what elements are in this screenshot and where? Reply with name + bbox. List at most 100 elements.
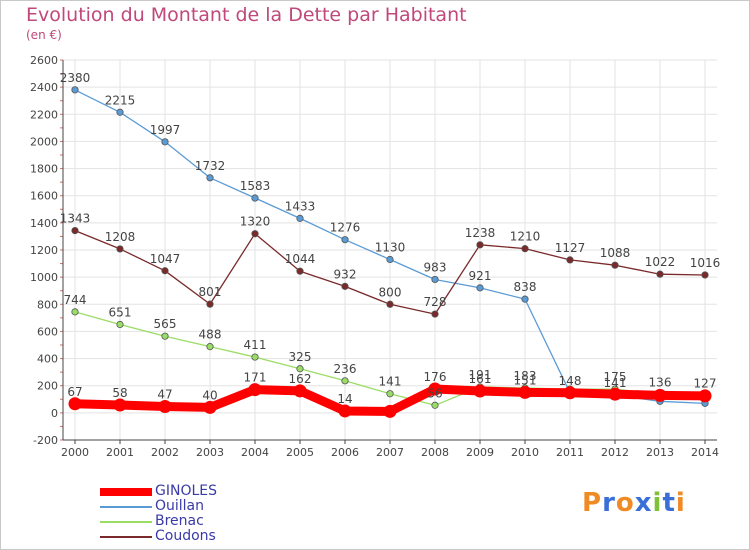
y-tick-label: 2600 — [30, 54, 58, 67]
data-label-ouillan: 1583 — [240, 179, 271, 193]
x-tick-label: 2008 — [421, 446, 449, 459]
data-point-coudons — [386, 300, 394, 308]
data-point-ouillan — [161, 138, 169, 146]
data-point-ouillan — [116, 108, 124, 116]
data-label-ginoles: 148 — [559, 374, 582, 388]
data-point-coudons — [656, 270, 664, 278]
data-label-coudons: 1088 — [600, 246, 631, 260]
data-point-brenac — [116, 320, 124, 329]
data-label-ginoles: 151 — [514, 373, 537, 387]
data-label-brenac: 183 — [514, 369, 537, 383]
data-point-brenac — [206, 343, 214, 351]
data-label-brenac: 136 — [649, 375, 672, 389]
y-tick-label: 1200 — [30, 244, 58, 257]
chart-title: Evolution du Montant de la Dette par Hab… — [26, 4, 467, 26]
y-tick-label: -200 — [33, 434, 58, 447]
legend-label-ginoles: GINOLES — [155, 483, 218, 499]
data-point-ginoles — [248, 383, 262, 397]
data-point-ouillan — [341, 236, 349, 244]
data-label-brenac: 56 — [427, 386, 442, 400]
data-label-ginoles: 161 — [469, 372, 492, 386]
data-label-ginoles: 14 — [337, 392, 352, 406]
y-tick-label: 2200 — [30, 108, 58, 121]
y-tick-label: 1400 — [30, 217, 58, 230]
data-point-coudons — [701, 271, 709, 279]
x-tick-label: 2000 — [61, 446, 89, 459]
data-label-ouillan: 2215 — [105, 93, 136, 107]
data-label-ouillan: 1732 — [195, 159, 226, 173]
legend-item-brenac: Brenac — [100, 513, 320, 529]
data-point-ouillan — [521, 295, 529, 303]
legend-item-ginoles: GINOLES — [100, 483, 320, 499]
data-point-ouillan — [431, 275, 439, 284]
data-label-ginoles: 162 — [289, 372, 312, 386]
data-label-ouillan: 983 — [424, 260, 447, 274]
legend: GINOLES Ouillan Brenac Coudons — [100, 483, 320, 544]
data-point-ouillan — [206, 174, 214, 182]
x-tick-label: 2010 — [511, 446, 539, 459]
legend-label-coudons: Coudons — [155, 528, 216, 544]
data-label-ouillan: 1997 — [150, 123, 181, 137]
data-label-ginoles: 58 — [112, 386, 127, 400]
logo-letter: t — [662, 488, 676, 518]
data-label-ouillan: 838 — [514, 280, 537, 294]
x-tick-label: 2001 — [106, 446, 134, 459]
data-point-ginoles — [428, 382, 442, 396]
chart-subtitle: (en €) — [26, 28, 62, 42]
data-point-brenac — [341, 377, 349, 385]
data-label-ouillan: 1276 — [330, 221, 361, 235]
data-label-ouillan: 921 — [469, 269, 492, 283]
data-label-brenac: 175 — [604, 370, 627, 384]
y-tick-label: 1800 — [30, 163, 58, 176]
data-label-coudons: 1016 — [690, 256, 721, 270]
data-point-ginoles — [113, 398, 127, 412]
data-point-ginoles — [473, 384, 487, 398]
x-tick-label: 2011 — [556, 446, 584, 459]
data-label-brenac: 191 — [469, 368, 492, 382]
data-label-ouillan: 1433 — [285, 199, 316, 213]
data-point-coudons — [431, 310, 439, 318]
data-point-coudons — [296, 267, 304, 275]
legend-item-coudons: Coudons — [100, 528, 320, 544]
data-label-coudons: 1047 — [150, 252, 181, 266]
data-label-coudons: 1238 — [465, 226, 496, 240]
data-point-ginoles — [338, 404, 352, 418]
x-tick-label: 2006 — [331, 446, 359, 459]
data-label-ginoles: 67 — [67, 385, 82, 399]
logo-letter: P — [582, 488, 603, 518]
data-label-coudons: 728 — [424, 295, 447, 309]
data-label-coudons: 1320 — [240, 215, 271, 229]
data-label-brenac: 141 — [379, 375, 402, 389]
data-point-brenac — [251, 353, 259, 361]
data-label-ouillan: 141 — [604, 376, 627, 390]
data-point-ouillan — [71, 86, 79, 94]
data-label-coudons: 801 — [199, 285, 222, 299]
data-label-ginoles: 40 — [202, 388, 217, 402]
data-point-ginoles — [68, 397, 82, 411]
legend-swatch-brenac — [100, 521, 152, 523]
y-tick-label: 2400 — [30, 81, 58, 94]
data-point-ouillan — [251, 194, 259, 202]
legend-label-ouillan: Ouillan — [155, 498, 205, 514]
data-label-coudons: 1210 — [510, 230, 541, 244]
data-point-brenac — [386, 390, 394, 398]
x-tick-label: 2014 — [691, 446, 719, 459]
data-point-ouillan — [386, 255, 394, 264]
data-point-ginoles — [293, 384, 307, 398]
data-point-coudons — [161, 267, 169, 275]
data-point-ginoles — [158, 399, 172, 413]
x-tick-label: 2003 — [196, 446, 224, 459]
data-point-coudons — [521, 245, 529, 253]
logo-letter: o — [615, 488, 635, 518]
logo-letter: x — [634, 488, 653, 518]
data-label-coudons: 800 — [379, 285, 402, 299]
legend-swatch-coudons — [100, 536, 152, 538]
x-tick-label: 2009 — [466, 446, 494, 459]
y-tick-label: 1000 — [30, 271, 58, 284]
data-label-brenac: 127 — [694, 377, 717, 391]
x-tick-label: 2012 — [601, 446, 629, 459]
data-point-ginoles — [608, 387, 622, 401]
data-point-brenac — [431, 401, 439, 409]
data-point-coudons — [116, 245, 124, 253]
